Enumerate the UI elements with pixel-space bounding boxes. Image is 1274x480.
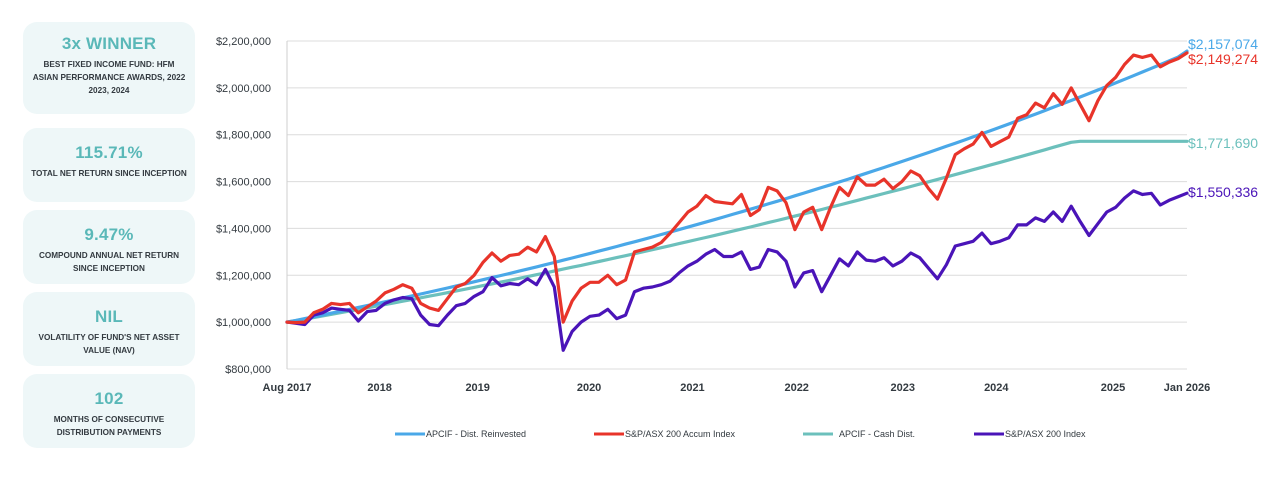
- y-tick-label: $800,000: [225, 364, 271, 376]
- series-line-sp-asx-accum: [285, 51, 1189, 325]
- stat-card-distributions: 102 MONTHS OF CONSECUTIVE DISTRIBUTION P…: [23, 374, 195, 448]
- stat-card-awards: 3x WINNER BEST FIXED INCOME FUND: HFM AS…: [23, 22, 195, 114]
- x-tick-label: 2022: [784, 382, 808, 394]
- end-label-apcif-reinvested: $2,157,074: [1188, 36, 1258, 52]
- x-tick-label: 2023: [891, 382, 915, 394]
- stat-caption: MONTHS OF CONSECUTIVE DISTRIBUTION PAYME…: [53, 415, 165, 437]
- stat-value: 102: [94, 389, 124, 408]
- y-tick-label: $2,000,000: [216, 83, 271, 95]
- y-tick-label: $2,200,000: [216, 36, 271, 48]
- end-value-labels: $2,157,074$2,149,274 $1,771,690 $1,550,336: [1188, 36, 1258, 200]
- legend-label: APCIF - Dist. Reinvested: [426, 429, 526, 439]
- legend: APCIF - Dist. Reinvested S&P/ASX 200 Accu…: [395, 429, 1086, 439]
- legend-label: S&P/ASX 200 Accum Index: [625, 429, 736, 439]
- x-axis: Aug 2017 2018 2019 2020 2021 2022 2023 2024 2025…: [263, 382, 1211, 394]
- series-lines: [285, 49, 1189, 352]
- series-line-apcif-reinvested: [285, 49, 1189, 324]
- x-tick-label: 2024: [984, 382, 1009, 394]
- end-label-sp-asx-index: $1,550,336: [1188, 184, 1258, 200]
- stat-caption: TOTAL NET RETURN SINCE INCEPTION: [31, 169, 187, 178]
- x-tick-label: 2019: [465, 382, 489, 394]
- stat-value: 115.71%: [75, 143, 143, 162]
- stat-value: 9.47%: [84, 225, 134, 244]
- series-line-sp-asx-index: [285, 189, 1189, 352]
- y-tick-label: $1,200,000: [216, 270, 271, 282]
- y-tick-label: $1,800,000: [216, 130, 271, 142]
- y-tick-label: $1,600,000: [216, 177, 271, 189]
- series-line-apcif-cash: [285, 139, 1189, 324]
- stat-card-total-return: 115.71% TOTAL NET RETURN SINCE INCEPTION: [23, 128, 195, 202]
- stat-caption: VOLATILITY OF FUND'S NET ASSET VALUE (NA…: [38, 333, 180, 355]
- stat-card-compound-return: 9.47% COMPOUND ANNUAL NET RETURN SINCE I…: [23, 210, 195, 284]
- x-tick-label: 2021: [680, 382, 704, 394]
- end-label-apcif-cash: $1,771,690: [1188, 135, 1258, 151]
- stat-caption: BEST FIXED INCOME FUND: HFM ASIAN PERFOR…: [32, 60, 186, 95]
- y-tick-label: $1,400,000: [216, 223, 271, 235]
- stat-card-volatility: NIL VOLATILITY OF FUND'S NET ASSET VALUE…: [23, 292, 195, 366]
- stat-caption: COMPOUND ANNUAL NET RETURN SINCE INCEPTI…: [38, 251, 180, 273]
- y-axis: $800,000 $1,000,000 $1,200,000 $1,400,000 $1…: [216, 36, 271, 376]
- legend-label: APCIF - Cash Dist.: [839, 429, 915, 439]
- y-tick-label: $1,000,000: [216, 317, 271, 329]
- stat-value: NIL: [95, 307, 123, 326]
- x-tick-label: Aug 2017: [263, 382, 312, 394]
- x-tick-label: 2025: [1101, 382, 1125, 394]
- legend-label: S&P/ASX 200 Index: [1005, 429, 1086, 439]
- x-tick-label: 2018: [367, 382, 391, 394]
- grid-lines: [286, 40, 1187, 370]
- x-tick-label: Jan 2026: [1164, 382, 1210, 394]
- stat-value: 3x WINNER: [61, 34, 157, 53]
- x-tick-label: 2020: [577, 382, 601, 394]
- end-label-sp-asx-accum: $2,149,274: [1188, 51, 1258, 67]
